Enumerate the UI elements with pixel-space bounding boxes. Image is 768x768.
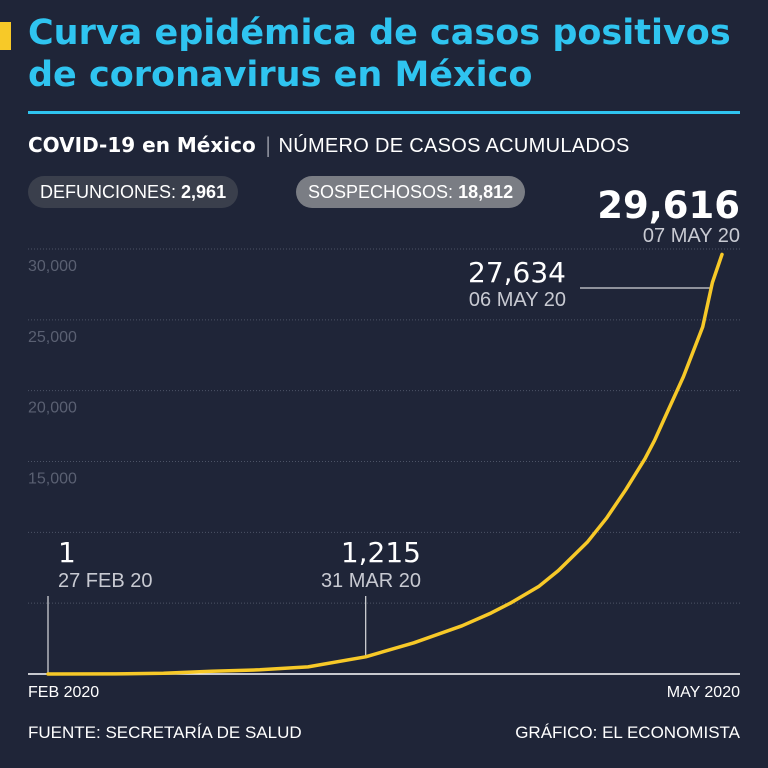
x-start-label: FEB 2020	[28, 684, 99, 701]
y-tick-label: 25,000	[28, 329, 77, 346]
deaths-value: 2,961	[181, 182, 227, 202]
deaths-label: DEFUNCIONES:	[40, 182, 177, 202]
y-tick-labels: 15,000 20,000 25,000 30,000	[28, 258, 77, 488]
annotation-leaders	[47, 287, 713, 674]
chart-title: Curva epidémica de casos positivos de co…	[28, 12, 758, 96]
y-tick-label: 20,000	[28, 400, 77, 417]
suspected-label: SOSPECHOSOS:	[308, 182, 454, 202]
annotation-date: 07 MAY 20	[643, 225, 740, 247]
annotation-value: 29,616	[597, 184, 740, 227]
annotation-value: 1,215	[341, 536, 421, 569]
accent-bar	[0, 22, 11, 50]
y-tick-label: 30,000	[28, 258, 77, 275]
annotation-value: 1	[58, 536, 76, 569]
deaths-badge: DEFUNCIONES: 2,961	[28, 176, 239, 208]
annotation-date: 27 FEB 20	[58, 570, 153, 592]
annotation-date: 06 MAY 20	[469, 289, 566, 311]
chart-subtitle: COVID-19 en México | NÚMERO DE CASOS ACUMU…	[28, 133, 630, 158]
subtitle-unit: NÚMERO DE CASOS ACUMULADOS	[278, 135, 630, 157]
title-divider	[28, 111, 740, 114]
subtitle-separator: |	[264, 133, 272, 157]
x-end-label: MAY 2020	[667, 684, 740, 701]
y-tick-label: 15,000	[28, 471, 77, 488]
title-line-2: de coronavirus en México	[28, 55, 533, 95]
subtitle-main: COVID-19 en México	[28, 133, 256, 157]
suspected-value: 18,812	[458, 182, 514, 202]
suspected-badge: SOSPECHOSOS: 18,812	[296, 176, 526, 208]
annotation-date: 31 MAR 20	[321, 570, 421, 592]
annotation-value: 27,634	[468, 256, 566, 289]
series-line	[46, 252, 724, 676]
source-note: FUENTE: SECRETARÍA DE SALUD	[28, 723, 302, 742]
title-line-1: Curva epidémica de casos positivos	[28, 13, 731, 53]
credit-note: GRÁFICO: EL ECONOMISTA	[515, 723, 740, 742]
